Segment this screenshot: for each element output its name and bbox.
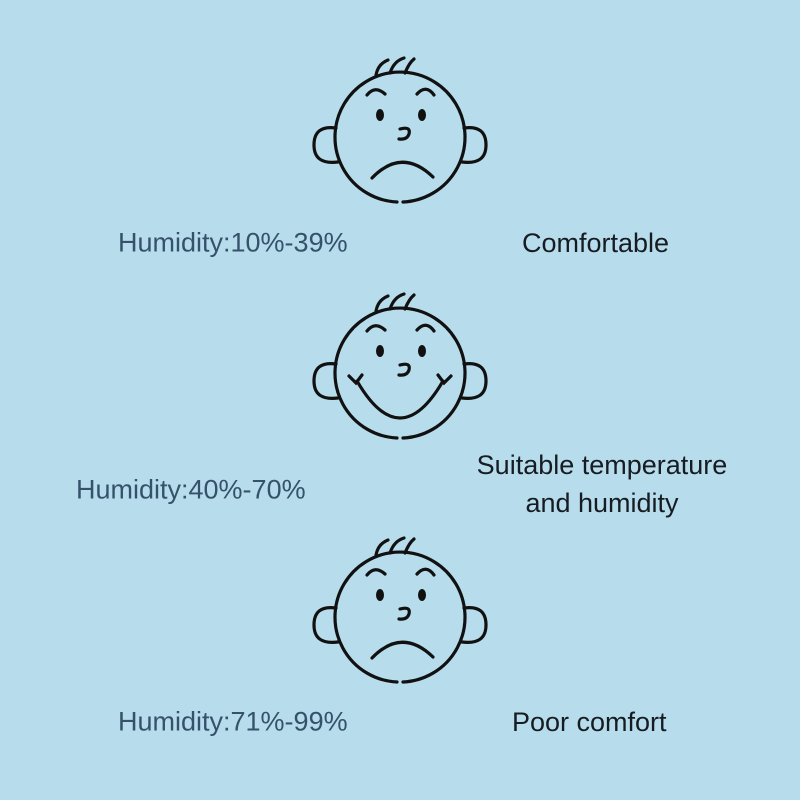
humidity-range-label: Humidity:40%-70% bbox=[76, 474, 306, 505]
dimple bbox=[436, 373, 453, 386]
eye-right bbox=[418, 109, 426, 121]
frown-mouth bbox=[370, 160, 435, 180]
eyebrow-left bbox=[365, 88, 387, 97]
eye-left bbox=[376, 589, 384, 601]
eyebrow-right bbox=[415, 87, 436, 97]
ear-right bbox=[460, 606, 488, 644]
head-outline bbox=[333, 70, 467, 204]
comfort-description: Poor comfort bbox=[512, 707, 667, 737]
hair bbox=[374, 538, 390, 557]
dimple bbox=[347, 373, 364, 386]
head-outline bbox=[333, 306, 467, 440]
hair bbox=[374, 294, 390, 313]
ear-left bbox=[312, 126, 340, 164]
hair bbox=[403, 293, 416, 311]
eye-right bbox=[418, 345, 426, 357]
eyebrow-left bbox=[365, 324, 387, 333]
comfort-description: Comfortable bbox=[522, 228, 670, 258]
comfort-description: Suitable temperature and humidity bbox=[445, 446, 759, 522]
nose bbox=[397, 606, 411, 621]
frown-mouth bbox=[370, 640, 435, 660]
humidity-range-label: Humidity:71%-99% bbox=[118, 706, 348, 737]
frowning-face-icon bbox=[300, 527, 500, 707]
smile-mouth bbox=[355, 379, 445, 420]
frowning-face-icon bbox=[300, 47, 500, 227]
ear-right bbox=[460, 126, 488, 164]
head-outline bbox=[333, 550, 467, 684]
nose bbox=[397, 362, 411, 377]
eye-left bbox=[376, 109, 384, 121]
hair bbox=[388, 292, 406, 311]
ear-left bbox=[312, 362, 340, 400]
ear-right bbox=[460, 362, 488, 400]
comfort-description-line2: and humidity bbox=[525, 488, 679, 518]
eyebrow-right bbox=[415, 567, 436, 577]
ear-left bbox=[312, 606, 340, 644]
nose bbox=[397, 126, 411, 141]
eyebrow-left bbox=[365, 568, 387, 577]
hair bbox=[403, 537, 416, 555]
hair bbox=[388, 536, 406, 555]
eye-right bbox=[418, 589, 426, 601]
hair bbox=[403, 57, 416, 75]
smiling-face-icon bbox=[300, 283, 500, 463]
eye-left bbox=[376, 345, 384, 357]
humidity-range-label: Humidity:10%-39% bbox=[118, 227, 348, 258]
eyebrow-right bbox=[415, 323, 436, 333]
comfort-description-line1: Suitable temperature bbox=[476, 450, 728, 480]
hair bbox=[388, 56, 406, 75]
hair bbox=[374, 58, 390, 77]
